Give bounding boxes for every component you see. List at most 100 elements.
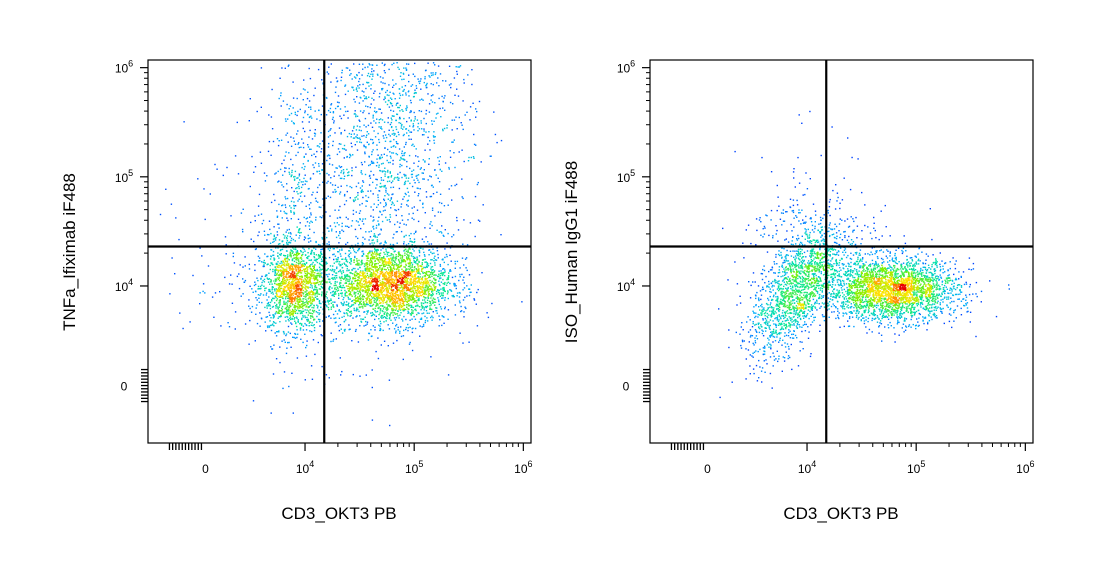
event-dot bbox=[278, 284, 280, 286]
event-dot bbox=[405, 175, 407, 177]
event-dot bbox=[437, 291, 440, 293]
event-dot bbox=[299, 312, 302, 314]
event-dot bbox=[380, 264, 383, 267]
event-dot bbox=[423, 293, 426, 295]
event-dot bbox=[362, 295, 365, 298]
event-dot bbox=[408, 90, 410, 92]
event-dot bbox=[349, 262, 351, 264]
event-dot bbox=[287, 141, 289, 143]
event-dot bbox=[291, 310, 293, 313]
event-dot bbox=[337, 289, 340, 291]
event-dot bbox=[294, 246, 297, 249]
event-dot bbox=[397, 255, 399, 258]
event-dot bbox=[356, 307, 358, 309]
event-dot bbox=[399, 253, 401, 256]
event-dot bbox=[290, 256, 292, 258]
event-dot bbox=[380, 259, 382, 261]
event-dot bbox=[362, 181, 365, 183]
event-dot bbox=[294, 277, 296, 280]
event-dot bbox=[431, 259, 433, 261]
event-dot bbox=[384, 101, 387, 103]
event-dot bbox=[335, 258, 337, 260]
event-dot bbox=[437, 275, 439, 278]
event-dot bbox=[418, 249, 420, 251]
event-dot bbox=[432, 193, 435, 195]
event-dot bbox=[437, 289, 439, 291]
event-dot bbox=[379, 310, 382, 312]
event-dot bbox=[281, 184, 283, 186]
event-dot bbox=[268, 288, 270, 291]
event-dot bbox=[302, 181, 304, 183]
event-dot bbox=[405, 107, 407, 110]
event-dot bbox=[411, 318, 413, 320]
event-dot bbox=[303, 155, 305, 158]
event-dot bbox=[434, 279, 436, 281]
event-dot bbox=[354, 199, 357, 201]
event-dot bbox=[300, 258, 303, 260]
event-dot bbox=[234, 311, 237, 313]
event-dot bbox=[374, 318, 376, 321]
event-dot bbox=[299, 304, 301, 306]
event-dot bbox=[379, 258, 381, 260]
event-dot bbox=[299, 195, 302, 197]
event-dot bbox=[432, 292, 434, 295]
event-dot bbox=[307, 320, 310, 322]
event-dot bbox=[273, 316, 275, 318]
event-dot bbox=[275, 305, 278, 307]
event-dot bbox=[430, 304, 432, 306]
event-dot bbox=[390, 299, 392, 301]
event-dot bbox=[372, 181, 374, 184]
event-dot bbox=[439, 292, 441, 294]
event-dot bbox=[304, 272, 307, 275]
event-dot bbox=[282, 312, 284, 314]
event-dot bbox=[306, 309, 308, 311]
event-dot bbox=[381, 213, 383, 216]
event-dot bbox=[444, 281, 446, 284]
event-dot bbox=[311, 250, 313, 252]
event-dot bbox=[409, 125, 411, 127]
event-dot bbox=[278, 302, 280, 304]
event-dot bbox=[244, 265, 246, 267]
event-dot bbox=[290, 239, 292, 242]
event-dot bbox=[309, 312, 311, 314]
event-dot bbox=[249, 98, 251, 100]
event-dot bbox=[330, 283, 332, 285]
event-dot bbox=[438, 280, 440, 282]
event-dot bbox=[360, 279, 362, 281]
event-dot bbox=[430, 282, 432, 284]
event-dot bbox=[290, 175, 292, 177]
event-dot bbox=[348, 171, 350, 173]
event-dot bbox=[275, 263, 278, 265]
event-dot bbox=[371, 151, 373, 153]
event-dot bbox=[307, 314, 309, 316]
event-dot bbox=[359, 280, 362, 283]
event-dot bbox=[406, 160, 408, 163]
event-dot bbox=[368, 293, 371, 295]
event-dot bbox=[362, 68, 364, 70]
event-dot bbox=[424, 266, 427, 269]
event-dot bbox=[278, 280, 281, 282]
event-dot bbox=[285, 257, 288, 260]
event-dot bbox=[475, 303, 477, 305]
event-dot bbox=[374, 326, 376, 328]
event-dot bbox=[365, 320, 367, 323]
event-dot bbox=[392, 259, 395, 261]
event-dot bbox=[344, 328, 346, 331]
event-dot bbox=[389, 91, 391, 93]
event-dot bbox=[209, 193, 211, 195]
event-dot bbox=[301, 138, 303, 140]
event-dot bbox=[453, 119, 456, 121]
event-dot bbox=[289, 316, 292, 318]
event-dot bbox=[265, 287, 267, 289]
event-dot bbox=[439, 263, 441, 266]
event-dot bbox=[294, 205, 297, 207]
event-dot bbox=[204, 292, 206, 294]
event-dot bbox=[388, 219, 390, 221]
event-dot bbox=[449, 156, 452, 158]
event-dot bbox=[380, 81, 382, 83]
event-dot bbox=[334, 269, 336, 271]
event-dot bbox=[281, 262, 283, 264]
event-dot bbox=[309, 264, 312, 266]
event-dot bbox=[309, 207, 311, 210]
event-dot bbox=[442, 234, 444, 237]
